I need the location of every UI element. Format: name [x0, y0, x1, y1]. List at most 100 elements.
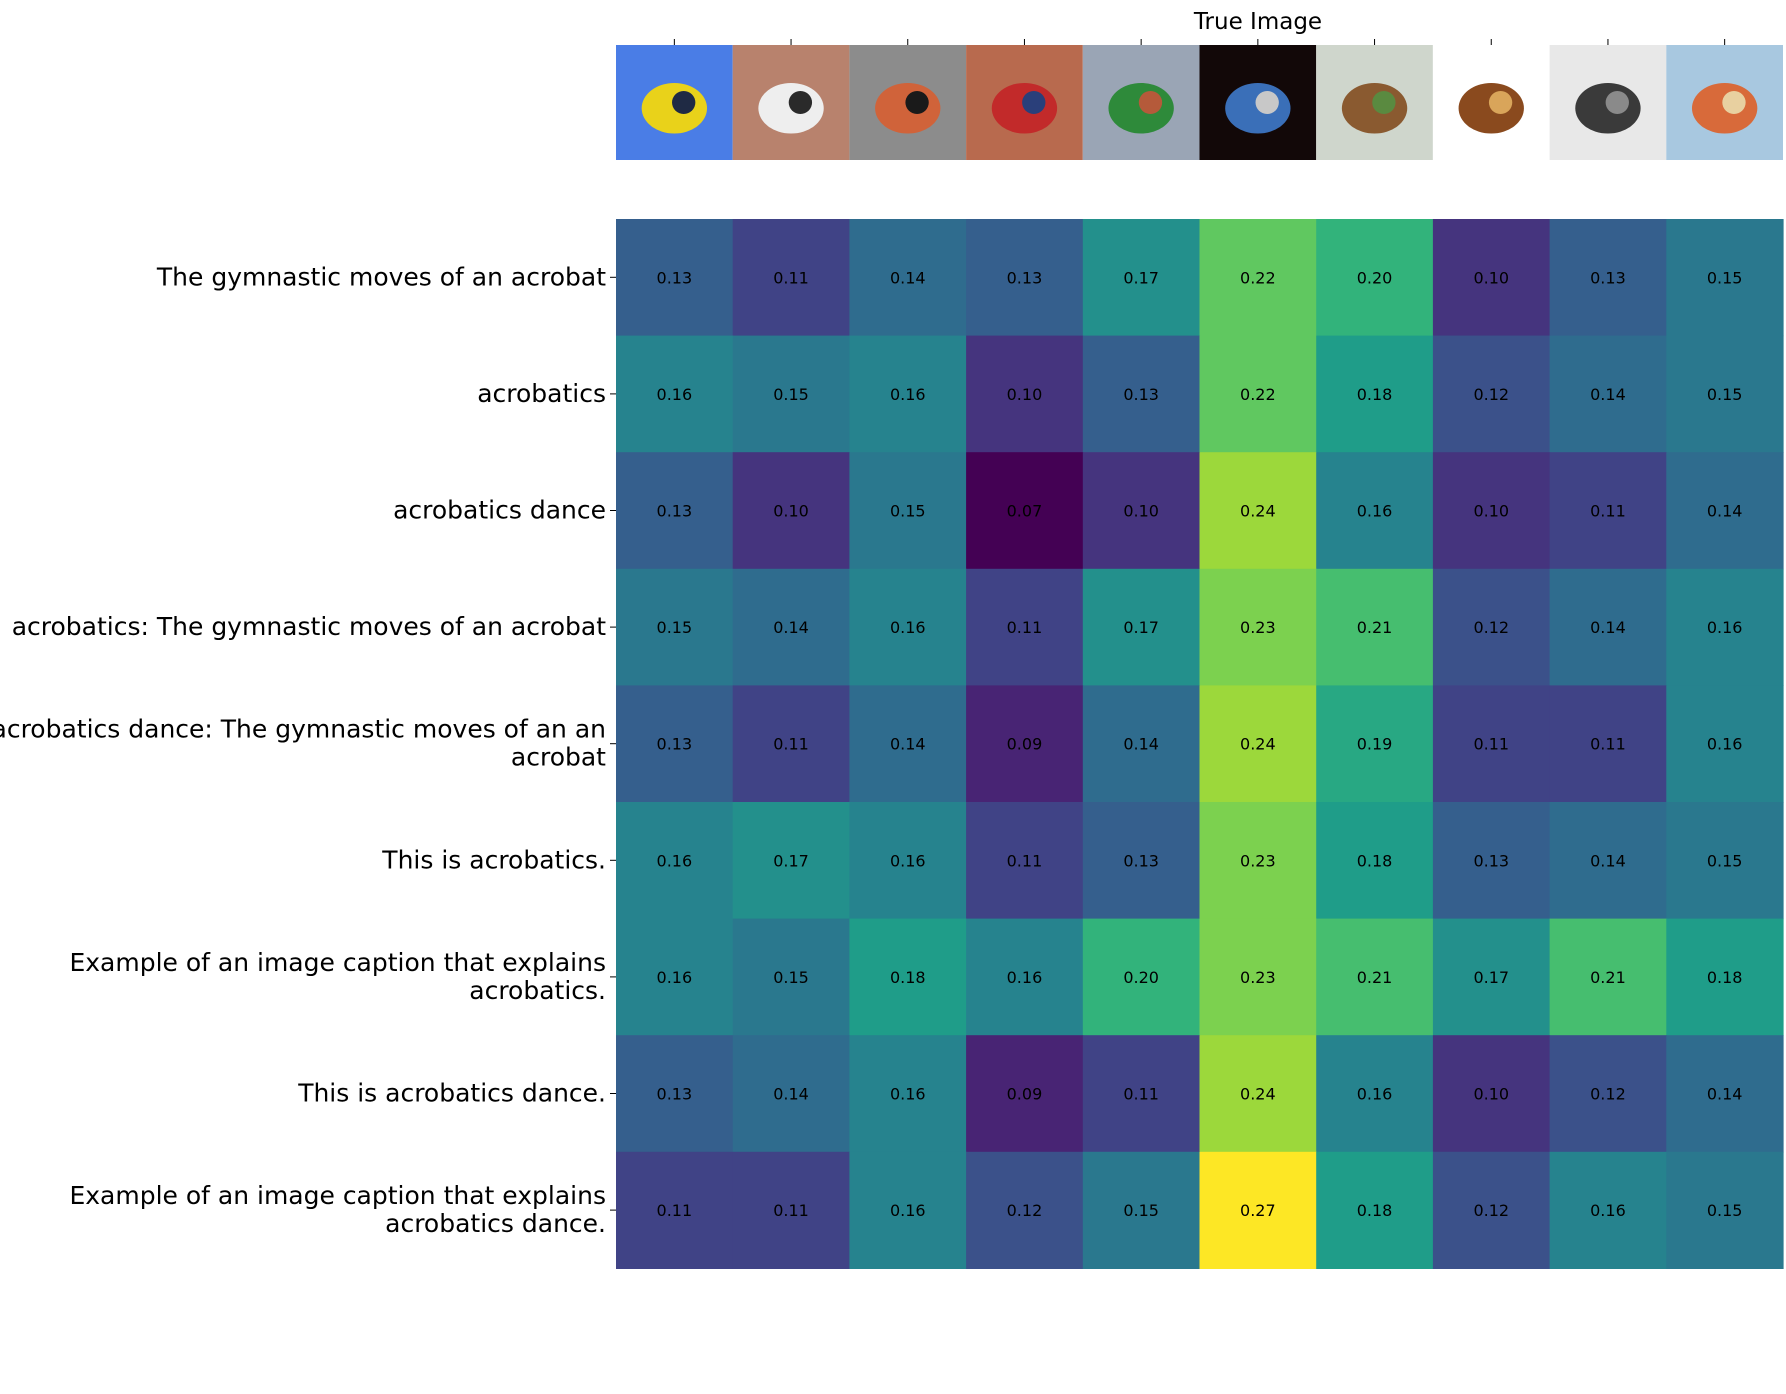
carousel-photo [1666, 45, 1783, 160]
heatmap-cell [1082, 685, 1201, 803]
heatmap-cell [1432, 335, 1551, 453]
cell-value-label: 0.11 [1590, 735, 1626, 754]
cell-value-label: 0.11 [773, 735, 809, 754]
cell-value-label: 0.10 [773, 502, 809, 521]
heatmap-cell [1666, 568, 1784, 686]
cell-value-label: 0.24 [1240, 1085, 1276, 1104]
cell-value-label: 0.11 [1473, 735, 1509, 754]
cell-value-label: 0.11 [773, 1201, 809, 1220]
heatmap-cell [616, 918, 734, 1036]
heatmap-cell [849, 568, 967, 686]
heatmap-cell [1199, 1035, 1317, 1153]
cell-value-label: 0.22 [1240, 268, 1276, 287]
row-label: acrobatics dance: The gymnastic moves of… [0, 715, 606, 744]
heatmap-cell [1199, 335, 1317, 453]
cell-value-label: 0.16 [890, 1085, 926, 1104]
cell-value-label: 0.17 [1123, 618, 1159, 637]
greek-amphora-vase-photo [849, 45, 967, 160]
cell-value-label: 0.11 [1123, 1085, 1159, 1104]
heatmap-cell [966, 568, 1084, 686]
cell-value-label: 0.18 [1707, 968, 1743, 987]
cell-value-label: 0.13 [1007, 268, 1043, 287]
cell-value-label: 0.15 [890, 502, 926, 521]
heatmap-cell [1432, 802, 1551, 920]
cell-value-label: 0.14 [1707, 1085, 1743, 1104]
cell-value-label: 0.21 [1590, 968, 1626, 987]
heatmap-cell [1549, 568, 1667, 686]
heatmap-cell [849, 685, 967, 803]
cell-value-label: 0.18 [890, 968, 926, 987]
cell-value-label: 0.22 [1240, 385, 1276, 404]
cell-value-label: 0.16 [657, 968, 693, 987]
cell-value-label: 0.20 [1123, 968, 1159, 987]
heatmap-cell [1432, 568, 1551, 686]
heatmap-cell [1666, 219, 1784, 337]
row-label: acrobatics: The gymnastic moves of an ac… [12, 612, 606, 641]
cell-value-label: 0.12 [1473, 385, 1509, 404]
cell-value-label: 0.23 [1240, 968, 1276, 987]
cell-value-label: 0.15 [773, 968, 809, 987]
cell-value-label: 0.19 [1357, 735, 1393, 754]
cell-value-label: 0.24 [1240, 735, 1276, 754]
heatmap-cell [732, 335, 850, 453]
heatmap-cell [1082, 918, 1201, 1036]
cell-value-label: 0.16 [1707, 735, 1743, 754]
row-label: acrobatics. [469, 976, 606, 1005]
heatmap-cell [1432, 452, 1551, 570]
heatmap-cell [732, 1151, 850, 1269]
cell-value-label: 0.15 [773, 385, 809, 404]
row-label: Example of an image caption that explain… [69, 948, 606, 977]
cell-value-label: 0.13 [657, 502, 693, 521]
heatmap-cell [1082, 802, 1201, 920]
cell-value-label: 0.14 [773, 618, 809, 637]
row-label: acrobatics [477, 379, 606, 408]
cell-value-label: 0.14 [773, 1085, 809, 1104]
row-label: acrobat [511, 743, 606, 772]
heatmap-cell [966, 452, 1084, 570]
cell-value-label: 0.11 [1590, 502, 1626, 521]
heatmap-cell [616, 802, 734, 920]
cell-value-label: 0.24 [1240, 502, 1276, 521]
cell-value-label: 0.10 [1473, 268, 1509, 287]
heatmap-cell [966, 219, 1084, 337]
heatmap-cell [1316, 1151, 1434, 1269]
cell-value-label: 0.11 [1007, 851, 1043, 870]
cell-value-label: 0.16 [890, 385, 926, 404]
cell-value-label: 0.10 [1007, 385, 1043, 404]
heatmap-cell [616, 1151, 734, 1269]
heatmap-cell [1199, 219, 1317, 337]
heatmap-cell [1082, 568, 1201, 686]
cell-value-label: 0.13 [1473, 851, 1509, 870]
row-labels: The gymnastic moves of an acrobat acrobat… [0, 262, 616, 1238]
cell-value-label: 0.16 [1707, 618, 1743, 637]
heatmap-cell [1549, 452, 1667, 570]
cell-value-label: 0.14 [1590, 618, 1626, 637]
horse-jumping-photo [1316, 45, 1433, 160]
heatmap-cell [1432, 918, 1551, 1036]
heatmap-cell [849, 219, 967, 337]
cell-value-label: 0.17 [773, 851, 809, 870]
cell-value-label: 0.12 [1590, 1085, 1626, 1104]
cell-value-label: 0.21 [1357, 618, 1393, 637]
acrobat-dancer-photo [1199, 45, 1317, 160]
cell-value-label: 0.21 [1357, 968, 1393, 987]
cell-value-label: 0.12 [1473, 618, 1509, 637]
cell-value-label: 0.13 [1123, 385, 1159, 404]
heatmap-cell [1666, 918, 1784, 1036]
cell-value-label: 0.10 [1473, 1085, 1509, 1104]
heatmap-cell [1666, 335, 1784, 453]
heatmap-cell [1316, 1035, 1434, 1153]
heatmap-cell [1082, 219, 1201, 337]
cell-value-label: 0.15 [1707, 268, 1743, 287]
cell-value-label: 0.16 [1007, 968, 1043, 987]
heatmap-cell [732, 685, 850, 803]
track-runners-photo [966, 45, 1083, 160]
heatmap-cell [1549, 1035, 1667, 1153]
heatmap-cell [1666, 802, 1784, 920]
cell-value-label: 0.14 [1590, 851, 1626, 870]
cell-value-label: 0.11 [1007, 618, 1043, 637]
heatmap-cell [966, 802, 1084, 920]
heatmap-cell [1432, 219, 1551, 337]
